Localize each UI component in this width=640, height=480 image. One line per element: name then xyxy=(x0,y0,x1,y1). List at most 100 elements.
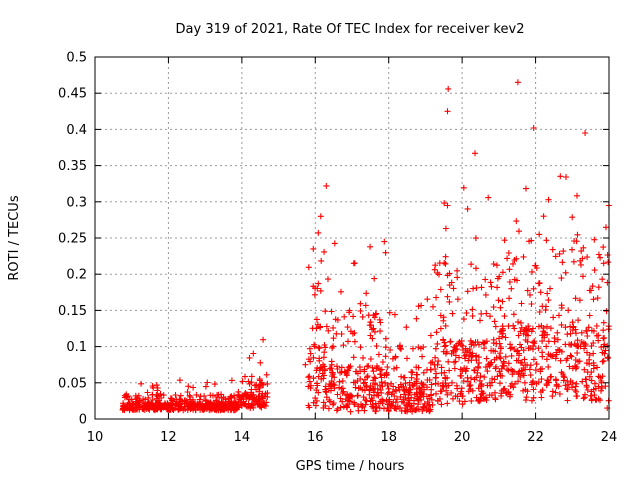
data-point xyxy=(316,345,323,352)
data-point xyxy=(581,345,588,352)
data-point xyxy=(511,257,518,263)
data-point xyxy=(486,362,493,369)
data-point xyxy=(413,378,420,385)
data-point xyxy=(441,339,448,346)
data-point xyxy=(556,391,563,397)
data-point xyxy=(472,353,479,360)
data-point xyxy=(369,397,376,404)
data-point xyxy=(358,401,364,408)
data-point xyxy=(415,344,422,351)
data-point xyxy=(320,354,327,361)
data-point xyxy=(532,367,539,374)
data-point xyxy=(574,350,581,356)
data-point xyxy=(556,250,563,257)
data-point xyxy=(333,330,340,337)
data-point xyxy=(190,384,197,391)
data-point xyxy=(477,317,483,324)
data-point xyxy=(535,345,542,352)
data-point xyxy=(518,367,525,374)
data-point xyxy=(563,174,569,180)
data-point xyxy=(504,255,511,262)
data-point xyxy=(418,396,424,403)
data-point xyxy=(578,261,584,268)
data-point xyxy=(573,330,579,337)
data-point xyxy=(536,231,543,238)
data-point xyxy=(561,374,568,381)
data-point xyxy=(230,400,237,407)
data-point xyxy=(469,306,476,313)
data-point xyxy=(448,350,455,357)
data-point xyxy=(315,229,322,236)
data-point xyxy=(582,342,589,349)
data-point xyxy=(466,353,473,360)
data-point xyxy=(413,364,420,371)
data-point xyxy=(246,354,253,361)
data-point xyxy=(568,353,575,360)
data-point xyxy=(413,405,420,412)
data-point xyxy=(328,308,335,315)
data-point xyxy=(505,360,512,367)
data-point xyxy=(478,284,485,291)
data-point xyxy=(412,407,419,414)
data-point xyxy=(591,267,598,274)
x-tick-label: 22 xyxy=(527,430,544,445)
data-point xyxy=(438,370,445,377)
data-point xyxy=(372,408,379,415)
data-point xyxy=(600,260,607,267)
data-point xyxy=(343,402,350,409)
data-point xyxy=(467,337,474,344)
data-point xyxy=(600,357,607,364)
data-point xyxy=(543,343,550,350)
data-point xyxy=(387,347,394,353)
data-point xyxy=(511,346,518,353)
data-point xyxy=(197,406,204,413)
data-point xyxy=(574,337,581,344)
data-point xyxy=(467,386,474,393)
data-point xyxy=(595,337,602,344)
data-point xyxy=(220,394,227,401)
data-point xyxy=(473,265,479,272)
data-point xyxy=(442,225,449,232)
data-point xyxy=(330,400,337,407)
data-point xyxy=(373,391,380,398)
data-point xyxy=(433,329,440,336)
data-point xyxy=(325,276,331,283)
data-point xyxy=(562,324,569,331)
data-point xyxy=(577,257,584,264)
data-point xyxy=(344,324,351,331)
data-point xyxy=(310,245,317,252)
data-point xyxy=(174,401,180,408)
data-point xyxy=(462,368,469,375)
data-point xyxy=(318,257,325,264)
data-point xyxy=(407,386,414,393)
data-point xyxy=(600,327,607,334)
data-point xyxy=(602,347,609,354)
data-point xyxy=(175,406,182,413)
data-point xyxy=(235,391,241,398)
data-point xyxy=(334,317,341,323)
data-point xyxy=(482,276,489,283)
data-point xyxy=(245,378,252,385)
data-point xyxy=(478,388,485,395)
data-point xyxy=(144,389,151,396)
data-point xyxy=(470,285,477,292)
data-point xyxy=(419,384,426,391)
data-point xyxy=(603,224,609,231)
data-point xyxy=(532,262,539,269)
data-point xyxy=(481,345,488,352)
data-point xyxy=(241,391,248,398)
data-point xyxy=(588,369,595,376)
data-point xyxy=(510,384,517,391)
data-point xyxy=(398,373,405,380)
data-point xyxy=(471,376,478,383)
data-point xyxy=(362,397,369,403)
data-point xyxy=(366,391,373,398)
data-point xyxy=(514,79,521,86)
data-point xyxy=(437,312,444,319)
data-point xyxy=(569,327,576,334)
data-point xyxy=(580,244,587,251)
data-point xyxy=(554,329,561,336)
data-point xyxy=(398,383,405,390)
data-point xyxy=(569,214,576,221)
data-point xyxy=(588,287,594,294)
